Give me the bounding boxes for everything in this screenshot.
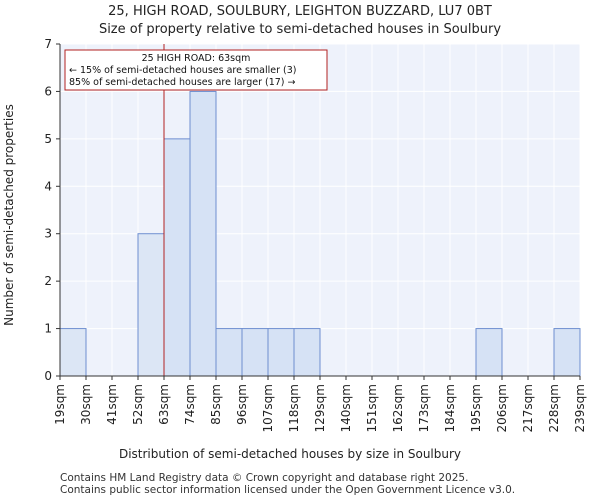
bar-195sqm [475, 328, 503, 377]
y-tick-label: 1 [44, 322, 52, 336]
x-tick-label: 30sqm [79, 384, 93, 425]
x-tick-label: 239sqm [573, 384, 587, 432]
y-tick-label: 2 [44, 274, 52, 288]
x-tick-label: 162sqm [391, 384, 405, 432]
annotation-box: 25 HIGH ROAD: 63sqm ← 15% of semi-detach… [64, 49, 328, 91]
bar-19sqm [59, 328, 87, 377]
x-axis-label: Distribution of semi-detached houses by … [119, 447, 461, 461]
y-tick-label: 6 [44, 84, 52, 98]
x-tick-label: 129sqm [313, 384, 327, 432]
y-tick-label: 7 [44, 37, 52, 51]
bar-96sqm [241, 328, 269, 377]
x-tick-label: 217sqm [521, 384, 535, 432]
bars [59, 90, 581, 377]
chart-title-line1: 25, HIGH ROAD, SOULBURY, LEIGHTON BUZZAR… [108, 4, 492, 19]
bar-74sqm [189, 90, 217, 377]
y-tick-labels: 0 1 2 3 4 5 6 7 [44, 37, 60, 383]
x-tick-label: 228sqm [547, 384, 561, 432]
x-tick-label: 96sqm [235, 384, 249, 425]
y-tick-label: 4 [44, 179, 52, 193]
x-tick-label: 151sqm [365, 384, 379, 432]
x-tick-label: 195sqm [469, 384, 483, 432]
chart-title-line2: Size of property relative to semi-detach… [98, 22, 502, 37]
y-tick-label: 3 [44, 227, 52, 241]
grid-lines [59, 43, 581, 377]
x-tick-label: 107sqm [261, 384, 275, 432]
annotation-line3: 85% of semi-detached houses are larger (… [69, 77, 296, 88]
y-axis-label: Number of semi-detached properties [2, 104, 16, 326]
bar-228sqm [553, 328, 581, 377]
x-tick-label: 206sqm [495, 384, 509, 432]
annotation-line2: ← 15% of semi-detached houses are smalle… [69, 65, 297, 76]
footer-line1: Contains HM Land Registry data © Crown c… [60, 472, 469, 484]
x-tick-label: 41sqm [105, 384, 119, 425]
y-tick-label: 5 [44, 132, 52, 146]
bar-107sqm [267, 328, 295, 377]
x-tick-label: 63sqm [157, 384, 171, 425]
y-tick-label: 0 [44, 369, 52, 383]
x-tick-label: 184sqm [443, 384, 457, 432]
bar-52sqm [137, 233, 165, 377]
x-tick-label: 52sqm [131, 384, 145, 425]
x-tick-labels: 19sqm 30sqm 41sqm 52sqm 63sqm 74sqm 85sqm 96sqm… [53, 376, 587, 432]
x-tick-label: 74sqm [183, 384, 197, 425]
x-tick-label: 118sqm [287, 384, 301, 432]
bar-63sqm [163, 138, 191, 377]
x-tick-label: 19sqm [53, 384, 67, 425]
annotation-line1: 25 HIGH ROAD: 63sqm [142, 53, 251, 64]
bar-118sqm [293, 328, 321, 377]
x-tick-label: 85sqm [209, 384, 223, 425]
x-tick-label: 173sqm [417, 384, 431, 432]
x-tick-label: 140sqm [339, 384, 353, 432]
bar-85sqm [215, 328, 243, 377]
footer-line2: Contains public sector information licen… [60, 484, 516, 496]
